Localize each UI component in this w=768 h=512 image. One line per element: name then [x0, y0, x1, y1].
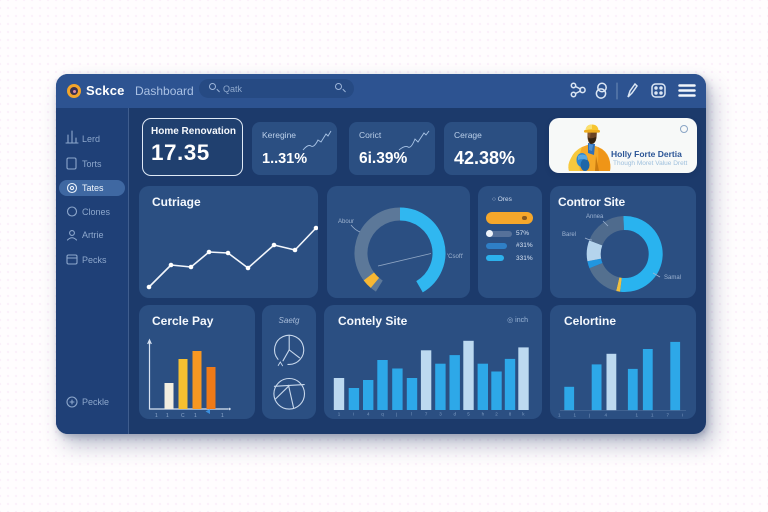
- svg-text:l: l: [411, 412, 412, 417]
- svg-text:d: d: [454, 412, 457, 417]
- svg-text:4: 4: [367, 412, 370, 417]
- svg-text:q: q: [381, 412, 384, 417]
- svg-text:j: j: [395, 412, 397, 417]
- svg-text:Abour: Abour: [338, 219, 354, 225]
- svg-text:1: 1: [636, 413, 639, 418]
- svg-text:k: k: [522, 412, 525, 417]
- svg-text:7: 7: [667, 413, 670, 418]
- svg-text:5: 5: [467, 412, 470, 417]
- svg-text:1: 1: [166, 413, 169, 419]
- svg-text:1: 1: [574, 413, 577, 418]
- svg-text:h: h: [482, 412, 485, 417]
- svg-text:1: 1: [558, 413, 561, 418]
- svg-text:7: 7: [425, 412, 428, 417]
- svg-text:'Csoft': 'Csoft': [447, 254, 463, 260]
- svg-text:4: 4: [605, 413, 608, 418]
- svg-text:3: 3: [439, 412, 442, 417]
- svg-text:C: C: [181, 413, 185, 419]
- svg-text:1: 1: [221, 413, 224, 419]
- svg-text:i: i: [353, 412, 354, 417]
- svg-text:1: 1: [155, 413, 158, 419]
- svg-text:i: i: [682, 413, 683, 418]
- svg-text:1: 1: [338, 412, 341, 417]
- svg-text:1: 1: [651, 413, 654, 418]
- svg-text:2: 2: [495, 412, 498, 417]
- svg-text:j: j: [588, 413, 590, 418]
- svg-text:1: 1: [194, 413, 197, 419]
- svg-text:8: 8: [509, 412, 512, 417]
